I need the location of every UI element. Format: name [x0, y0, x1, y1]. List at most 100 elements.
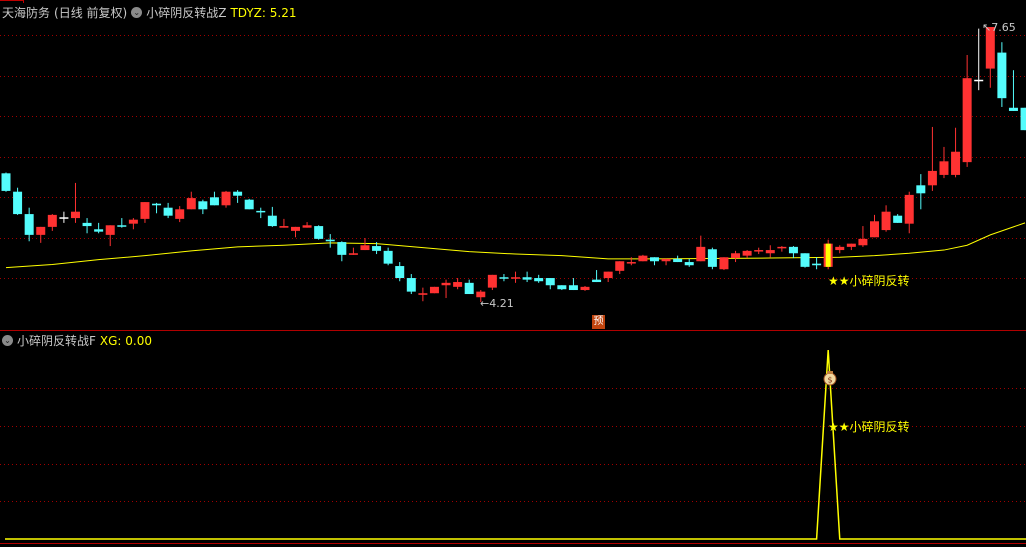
candle[interactable] — [117, 218, 127, 228]
candle[interactable] — [464, 279, 474, 295]
candle[interactable] — [777, 246, 787, 252]
candle[interactable] — [812, 257, 822, 270]
candle[interactable] — [626, 257, 636, 266]
candle[interactable] — [962, 55, 972, 167]
candle[interactable] — [696, 235, 706, 262]
sub-indicator-name[interactable]: 小碎阴反转战F — [17, 334, 96, 348]
candle[interactable] — [951, 127, 961, 178]
candle[interactable] — [209, 191, 219, 206]
candle[interactable] — [916, 174, 926, 210]
candle[interactable] — [221, 190, 231, 208]
candle[interactable] — [742, 250, 752, 259]
candle[interactable] — [198, 199, 208, 215]
candle[interactable] — [348, 247, 358, 255]
candle[interactable] — [360, 238, 370, 251]
candle[interactable] — [140, 202, 150, 223]
candle[interactable] — [580, 286, 590, 291]
candle[interactable] — [476, 290, 486, 303]
candle[interactable] — [985, 27, 995, 88]
candle[interactable] — [661, 258, 671, 266]
candle[interactable] — [511, 271, 521, 283]
candle-body — [256, 210, 266, 213]
candle[interactable] — [487, 274, 497, 291]
candle[interactable] — [267, 206, 277, 227]
candle[interactable] — [47, 214, 57, 231]
candle[interactable] — [997, 42, 1007, 107]
candle[interactable] — [846, 243, 856, 251]
candle[interactable] — [858, 226, 868, 247]
candle[interactable] — [534, 274, 544, 283]
candle[interactable] — [70, 182, 80, 223]
candle[interactable] — [1008, 70, 1018, 111]
candle[interactable] — [395, 262, 405, 282]
candle[interactable] — [1020, 107, 1026, 131]
candle[interactable] — [163, 202, 173, 219]
candle[interactable] — [638, 254, 648, 262]
signal-candle[interactable] — [823, 239, 833, 270]
candle[interactable] — [754, 247, 764, 255]
candle-body — [1020, 107, 1026, 131]
candle[interactable] — [337, 241, 347, 262]
candle[interactable] — [893, 214, 903, 223]
candle[interactable] — [800, 253, 810, 268]
candle[interactable] — [904, 191, 914, 234]
candle-body — [348, 253, 358, 255]
candle[interactable] — [24, 207, 34, 242]
sub-indicator-dropdown-icon[interactable]: ⌄ — [2, 335, 13, 346]
candle[interactable] — [568, 278, 578, 291]
candle[interactable] — [256, 207, 266, 219]
candle[interactable] — [418, 287, 428, 302]
candle[interactable] — [927, 126, 937, 191]
candle[interactable] — [881, 205, 891, 232]
candle[interactable] — [128, 218, 138, 230]
candle[interactable] — [592, 270, 602, 283]
candle[interactable] — [707, 247, 717, 270]
candle-body — [302, 225, 312, 228]
candle[interactable] — [82, 218, 92, 234]
candle[interactable] — [603, 271, 613, 283]
candle[interactable] — [383, 247, 393, 266]
candle[interactable] — [649, 257, 659, 266]
indicator-name[interactable]: 小碎阴反转战Z — [146, 6, 227, 20]
candle[interactable] — [314, 225, 324, 240]
candle[interactable] — [36, 226, 46, 243]
candle[interactable] — [94, 222, 104, 234]
candle[interactable] — [372, 242, 382, 255]
candle[interactable] — [557, 285, 567, 291]
candle[interactable] — [175, 206, 185, 223]
candle[interactable] — [1, 172, 11, 192]
candle[interactable] — [186, 191, 196, 210]
candle[interactable] — [441, 279, 451, 299]
candle[interactable] — [406, 274, 416, 295]
indicator-dropdown-icon[interactable]: ⌄ — [131, 7, 143, 18]
candle[interactable] — [788, 246, 798, 259]
candle[interactable] — [974, 28, 984, 91]
candle[interactable] — [835, 245, 845, 254]
candle-body — [499, 277, 509, 279]
candle[interactable] — [233, 190, 243, 203]
candle[interactable] — [453, 278, 463, 290]
candle[interactable] — [302, 222, 312, 228]
candle[interactable] — [684, 258, 694, 267]
candle[interactable] — [731, 250, 741, 263]
candle[interactable] — [522, 271, 532, 283]
candle[interactable] — [59, 211, 69, 223]
candle[interactable] — [615, 261, 625, 275]
candle[interactable] — [870, 214, 879, 238]
candle[interactable] — [545, 278, 555, 290]
candle-body — [893, 215, 903, 223]
candle[interactable] — [673, 255, 683, 263]
candle[interactable] — [279, 218, 289, 228]
candle[interactable] — [244, 198, 254, 210]
forecast-badge[interactable]: 预 — [592, 315, 605, 329]
candle[interactable] — [13, 187, 23, 215]
candle[interactable] — [152, 202, 162, 214]
candle[interactable] — [429, 286, 439, 294]
candle[interactable] — [499, 274, 509, 282]
candle[interactable] — [291, 226, 300, 238]
candle[interactable] — [719, 257, 729, 271]
candle[interactable] — [939, 146, 949, 179]
candle[interactable] — [765, 245, 775, 258]
candle[interactable] — [105, 225, 115, 247]
candle[interactable] — [325, 234, 335, 248]
